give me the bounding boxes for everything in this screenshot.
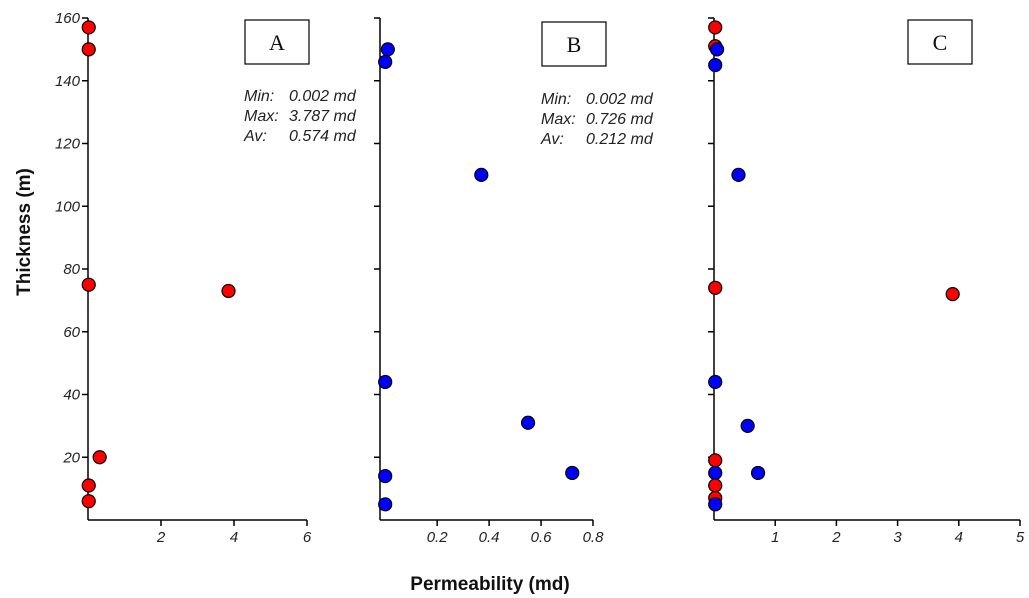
data-point-blue xyxy=(731,167,746,182)
data-point-red xyxy=(92,450,107,465)
x-tick-label: 0.2 xyxy=(427,529,449,546)
x-tick-label: 5 xyxy=(1016,529,1025,546)
data-point-blue xyxy=(378,497,393,512)
panel-b: 0.2 0.4 0.6 0.8 B Min: 0.002 md Max: 0.726 md Av:… xyxy=(374,17,654,546)
x-tick-label: 3 xyxy=(893,529,902,546)
x-tick-label: 0.4 xyxy=(479,529,500,546)
x-axis-label: Permeability (md) xyxy=(410,574,569,595)
data-point-blue xyxy=(708,465,723,481)
panel-label: A xyxy=(269,30,285,55)
data-point-red xyxy=(708,20,723,35)
x-tick-label: 6 xyxy=(303,529,312,546)
data-point-blue xyxy=(565,465,580,481)
data-point-blue xyxy=(740,418,755,433)
stat-value: 0.212 md xyxy=(586,131,654,148)
y-tick-label: 140 xyxy=(55,73,81,90)
data-point-red xyxy=(221,283,236,299)
x-tick-label: 4 xyxy=(955,529,963,546)
data-point-blue xyxy=(380,42,395,57)
data-point-blue xyxy=(378,54,393,70)
data-point-red xyxy=(708,478,723,493)
panels: 20 40 60 80 100 120 140 160 2 4 6 A Min: 0.002 md Max:… xyxy=(55,10,1025,546)
x-tick-label: 0.8 xyxy=(583,529,605,546)
data-point-blue xyxy=(709,42,725,57)
data-point-red xyxy=(81,42,96,57)
stat-label: Av: xyxy=(540,131,564,148)
data-point-blue xyxy=(708,374,723,390)
x-tick-label: 2 xyxy=(831,529,841,546)
y-tick-label: 120 xyxy=(55,136,81,153)
data-point-blue xyxy=(708,57,723,73)
data-point-red xyxy=(81,20,96,35)
data-point-blue xyxy=(520,415,536,430)
data-point-red xyxy=(81,277,96,292)
y-tick-label: 160 xyxy=(55,10,81,27)
data-point-blue xyxy=(378,374,393,390)
data-point-blue xyxy=(708,497,723,512)
panel-label: B xyxy=(567,32,582,57)
stat-label: Min: xyxy=(541,91,571,108)
stat-label: Max: xyxy=(244,108,279,125)
data-point-blue xyxy=(474,167,489,182)
x-tick-label: 2 xyxy=(156,529,166,546)
y-tick-label: 100 xyxy=(55,198,81,215)
y-tick-label: 80 xyxy=(63,261,80,278)
panel-a: 20 40 60 80 100 120 140 160 2 4 6 A Min: 0.002 md Max:… xyxy=(55,10,357,546)
stat-label: Max: xyxy=(541,111,576,128)
stat-value: 0.002 md xyxy=(289,88,357,105)
stat-value: 0.726 md xyxy=(586,111,654,128)
y-tick-label: 20 xyxy=(62,449,80,466)
stat-value: 0.002 md xyxy=(586,91,654,108)
x-tick-label: 1 xyxy=(771,529,779,546)
stat-value: 0.574 md xyxy=(289,128,357,145)
data-point-red xyxy=(81,494,96,509)
stat-label: Min: xyxy=(244,88,274,105)
data-point-blue xyxy=(378,468,393,484)
x-tick-label: 4 xyxy=(230,529,238,546)
x-tick-label: 0.6 xyxy=(531,529,553,546)
data-point-red xyxy=(708,453,723,468)
data-point-blue xyxy=(750,465,766,481)
panel-label-box xyxy=(244,19,310,65)
y-axis-label: Thickness (m) xyxy=(14,168,35,296)
data-point-red xyxy=(945,287,960,302)
y-tick-label: 40 xyxy=(63,387,80,404)
stat-label: Av: xyxy=(243,128,267,145)
data-point-red xyxy=(81,478,96,493)
panel-c: 1 2 3 4 5 C xyxy=(708,17,1025,546)
panel-label-box xyxy=(907,19,973,65)
y-tick-label: 60 xyxy=(63,324,80,341)
data-point-red xyxy=(708,280,723,295)
panel-label-box xyxy=(541,21,607,67)
panel-label: C xyxy=(933,30,948,55)
stat-value: 3.787 md xyxy=(289,108,357,125)
